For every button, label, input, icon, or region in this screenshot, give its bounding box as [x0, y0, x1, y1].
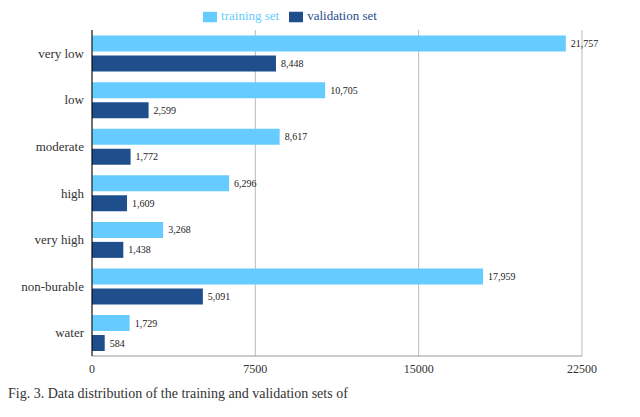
svg-text:2,599: 2,599: [154, 105, 177, 116]
svg-text:1,609: 1,609: [132, 198, 155, 209]
svg-text:3,268: 3,268: [168, 224, 191, 235]
html-text:Fig. 3. Data distribution of t: Fig. 3. Data distribution of the trainin…: [8, 386, 348, 401]
svg-text:0: 0: [89, 362, 95, 376]
svg-text:high: high: [61, 186, 85, 201]
svg-text:584: 584: [110, 338, 125, 349]
svg-text:5,091: 5,091: [208, 291, 231, 302]
svg-text:15000: 15000: [404, 362, 434, 376]
svg-text:water: water: [55, 325, 85, 340]
svg-text:very high: very high: [35, 232, 85, 247]
svg-text:10,705: 10,705: [330, 85, 358, 96]
svg-text:17,959: 17,959: [488, 271, 516, 282]
svg-text:moderate: moderate: [36, 139, 85, 154]
svg-text:1,729: 1,729: [135, 318, 158, 329]
html-text:training set: training set: [221, 8, 280, 23]
svg-text:8,617: 8,617: [285, 131, 308, 142]
svg-text:22500: 22500: [567, 362, 597, 376]
svg-text:7500: 7500: [243, 362, 267, 376]
svg-text:21,757: 21,757: [571, 38, 599, 49]
svg-text:low: low: [65, 92, 85, 107]
svg-text:6,296: 6,296: [234, 178, 257, 189]
svg-text:1,772: 1,772: [136, 151, 159, 162]
html-text:validation set: validation set: [307, 8, 377, 23]
svg-text:1,438: 1,438: [128, 244, 151, 255]
svg-text:non-burable: non-burable: [21, 279, 84, 294]
svg-text:very low: very low: [38, 46, 84, 61]
svg-text:8,448: 8,448: [281, 58, 304, 69]
